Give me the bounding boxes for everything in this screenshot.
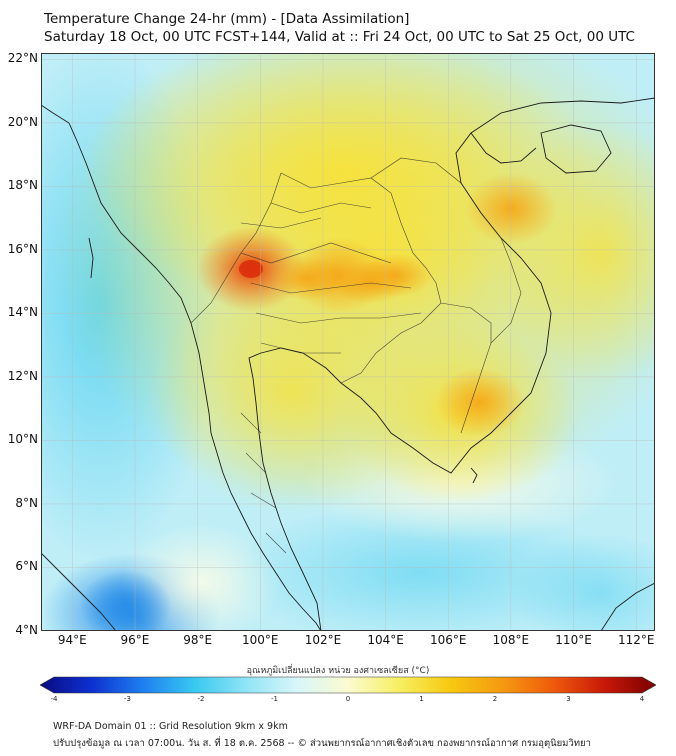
hotspot-ne-band <box>356 253 433 298</box>
coastline-sumatra <box>41 552 117 631</box>
title-line-2: Saturday 18 Oct, 00 UTC FCST+144, Valid … <box>44 29 635 45</box>
border-thailand-laos <box>280 172 442 304</box>
lon-tick-label: 104°E <box>367 633 404 647</box>
hotspot-andaman-min <box>79 569 172 631</box>
hotspot-core-west-thailand-max <box>238 259 263 278</box>
colorbar-tick: 4 <box>639 695 645 703</box>
colorbar-tick: 3 <box>566 695 571 703</box>
lat-tick-label: 18°N <box>7 178 38 193</box>
lon-tick-label: 112°E <box>617 633 655 647</box>
lon-tick-label: 98°E <box>183 633 213 647</box>
map-panel[interactable] <box>41 53 655 631</box>
colorbar-body <box>40 676 656 694</box>
border-laos-vietnam <box>370 157 522 344</box>
colorbar-tick: -3 <box>124 695 131 703</box>
border-layer <box>190 157 522 554</box>
lat-tick-label: 22°N <box>7 51 38 66</box>
colorbar-tick: 1 <box>419 695 424 703</box>
coastline-gulf-tonkin <box>470 132 537 164</box>
field-cool-borneo <box>511 533 655 631</box>
lon-tick-label: 106°E <box>429 633 467 647</box>
coastline-peninsula-east <box>248 97 655 631</box>
hotspot-ne-band <box>269 256 346 301</box>
coastline-hainan <box>540 124 612 174</box>
lat-tick-label: 20°N <box>7 114 38 129</box>
coastline-layer <box>41 97 655 631</box>
coastline-phu-quoc <box>470 467 478 484</box>
provinces-thailand <box>240 202 422 354</box>
lat-tick-label: 12°N <box>7 368 38 383</box>
chart-title: Temperature Change 24-hr (mm) - [Data As… <box>44 10 635 46</box>
colorbar-label: อุณหภูมิเปลี่ยนแปลง หน่วย องศาเซลเซียส (… <box>246 666 430 676</box>
lon-tick-label: 96°E <box>120 633 150 647</box>
graticule <box>41 53 655 631</box>
field-layer <box>41 53 655 631</box>
colorbar-tick: -1 <box>271 695 278 703</box>
colorbar-tick: 0 <box>345 695 351 703</box>
temperature-map[interactable] <box>41 53 655 631</box>
footer-model-info: WRF-DA Domain 01 :: Grid Resolution 9km … <box>53 721 288 732</box>
lat-tick-label: 14°N <box>7 305 38 320</box>
lat-tick-label: 8°N <box>15 495 38 510</box>
lon-tick-label: 108°E <box>492 633 530 647</box>
border-thailand-cambodia <box>340 302 442 384</box>
lon-tick-label: 100°E <box>242 633 279 647</box>
border-cambodia-vietnam <box>440 302 492 434</box>
footer-update-info: ปรับปรุงข้อมูล ณ เวลา 07:00น. วัน ส. ที่… <box>53 738 591 749</box>
colorbar-tick: 2 <box>492 695 498 703</box>
provinces-south <box>240 412 287 554</box>
lon-tick-label: 102°E <box>304 633 342 647</box>
coastline-andaman-islands <box>88 237 94 279</box>
lat-tick-label: 16°N <box>7 241 38 256</box>
lat-tick-label: 6°N <box>15 559 38 574</box>
colorbar <box>40 676 656 694</box>
hotspot-layer <box>79 172 557 631</box>
map-border <box>41 53 655 631</box>
title-line-1: Temperature Change 24-hr (mm) - [Data As… <box>44 11 410 27</box>
hotspot-cambodia <box>434 367 525 438</box>
lon-tick-label: 110°E <box>555 633 592 647</box>
lon-tick-label: 94°E <box>57 633 87 647</box>
colorbar-tick: -4 <box>50 695 58 703</box>
lat-tick-label: 10°N <box>7 432 38 447</box>
coastline-borneo <box>600 582 655 631</box>
coastline-mainland-west <box>41 104 322 631</box>
lat-tick-label: 4°N <box>15 623 38 637</box>
colorbar-tick: -2 <box>197 695 205 703</box>
